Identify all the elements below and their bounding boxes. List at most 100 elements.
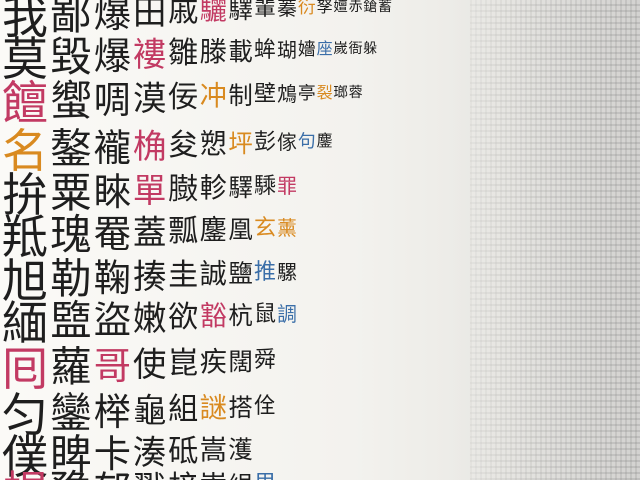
wall-character: 衍 bbox=[297, 0, 316, 19]
wall-character: 彭 bbox=[253, 130, 276, 156]
wall-character: 杭 bbox=[228, 300, 253, 330]
wall-character: 勒 bbox=[50, 254, 92, 303]
wall-character: 瑯 bbox=[333, 84, 348, 101]
wall-character: 闊 bbox=[228, 346, 253, 376]
wall-character: 輩 bbox=[253, 0, 276, 22]
wall-character: 愬 bbox=[199, 129, 227, 161]
wall-character: 緬 bbox=[2, 296, 48, 351]
wall-character: 嵩 bbox=[199, 435, 227, 467]
wall-character: 粟 bbox=[50, 168, 92, 217]
wall-character: 名 bbox=[2, 124, 48, 179]
wall-character: 蘿 bbox=[50, 342, 92, 391]
wall-character: 蛑 bbox=[253, 38, 276, 64]
wall-character: 傢 bbox=[277, 130, 297, 154]
wall-character: 騾 bbox=[277, 260, 297, 284]
wall-character: 雛 bbox=[168, 35, 199, 71]
wall-character: 孥 bbox=[316, 0, 333, 17]
wall-character: 驪 bbox=[199, 0, 227, 27]
wall-character: 漠 bbox=[132, 79, 167, 119]
wall-character: 僕 bbox=[2, 430, 48, 480]
wall-character: 衙 bbox=[348, 40, 363, 57]
wall-character: 鑾 bbox=[50, 388, 92, 437]
wall-character: 臌 bbox=[168, 171, 199, 207]
wall-character: 坪 bbox=[228, 128, 253, 158]
wall-character: 座 bbox=[316, 39, 333, 59]
wall-character: 壁 bbox=[253, 82, 276, 108]
wall-character: 毀 bbox=[50, 32, 92, 81]
wall-character: 句 bbox=[297, 131, 316, 153]
wall-character: 鏊 bbox=[50, 124, 92, 173]
wall-character: 鎗 bbox=[363, 0, 378, 16]
wall-character: 舜 bbox=[253, 348, 276, 374]
wall-character: 褸 bbox=[132, 35, 167, 75]
wall-character: 匀 bbox=[2, 388, 48, 443]
wall-character: 制 bbox=[228, 80, 253, 110]
wall-character: 搭 bbox=[228, 392, 253, 422]
wall-character: 盬 bbox=[50, 296, 92, 345]
wall-character: 罨 bbox=[93, 211, 132, 256]
wall-character: 蓋 bbox=[132, 213, 167, 253]
wall-character: 鄙 bbox=[50, 0, 92, 39]
wall-character: 單 bbox=[132, 171, 167, 211]
wall-character: 瑰 bbox=[50, 210, 92, 259]
wall-character: 蓁 bbox=[277, 0, 297, 20]
wall-character: 組 bbox=[168, 391, 199, 427]
wall-character: 欲 bbox=[168, 299, 199, 335]
wall-character: 睞 bbox=[93, 169, 132, 214]
wall-character: 誠 bbox=[199, 259, 227, 291]
wall-character: 驛 bbox=[228, 172, 253, 202]
wall-character: 冲 bbox=[199, 81, 227, 113]
wall-character: 瑚 bbox=[277, 38, 297, 62]
wall-character: 圭 bbox=[168, 257, 199, 293]
wall-character: 疾 bbox=[199, 347, 227, 379]
wall-character: 卡 bbox=[93, 431, 132, 476]
wall-character: 里 bbox=[254, 474, 276, 480]
wall-character: 鴆 bbox=[277, 82, 297, 106]
wall-character: 蓉 bbox=[348, 84, 363, 101]
wall-character: 玄 bbox=[253, 216, 276, 242]
wall-character: 榉 bbox=[93, 389, 132, 434]
wall-character: 罪 bbox=[277, 174, 297, 198]
wall-character: 滕 bbox=[199, 37, 227, 69]
wall-character: 鼠 bbox=[253, 302, 276, 328]
wall-character: 蓄 bbox=[377, 0, 392, 16]
wall-character: 亭 bbox=[297, 83, 316, 105]
wall-character: 旭 bbox=[2, 254, 48, 309]
wall-character: 爆 bbox=[93, 33, 132, 78]
wall-character: 緝 bbox=[228, 473, 252, 480]
wall-character: 揍 bbox=[132, 257, 167, 297]
wall-character: 鹽 bbox=[228, 258, 253, 288]
wall-character: 我 bbox=[2, 0, 48, 45]
wall-character: 嬙 bbox=[297, 39, 316, 61]
wall-character: 羝 bbox=[2, 210, 48, 265]
wall-character: 佺 bbox=[253, 394, 276, 420]
wall-character: 裂 bbox=[316, 83, 333, 103]
wall-character: 謎 bbox=[199, 393, 227, 425]
wall-character: 龜 bbox=[132, 391, 167, 431]
wall-character: 驛 bbox=[228, 0, 253, 24]
wall-character: 嵩 bbox=[200, 473, 227, 480]
wall-character: 襱 bbox=[93, 125, 132, 170]
dense-distant-characters bbox=[470, 0, 640, 480]
wall-character: 瓢 bbox=[168, 213, 199, 249]
wall-character: 哥 bbox=[93, 343, 132, 388]
wall-character: 嬗 bbox=[333, 0, 348, 15]
wall-character: 啁 bbox=[93, 77, 132, 122]
wall-character: 鞠 bbox=[93, 255, 132, 300]
wall-character: 蠁 bbox=[50, 76, 92, 125]
wall-character: 爆 bbox=[93, 0, 132, 36]
wall-character: 推 bbox=[253, 260, 276, 286]
wall-character: 載 bbox=[228, 36, 253, 66]
wall-character: 薰 bbox=[277, 216, 297, 240]
wall-character: 睥 bbox=[50, 430, 92, 479]
wall-character: 拚 bbox=[2, 168, 48, 223]
wall-character: 濩 bbox=[228, 434, 253, 464]
wall-character: 鏖 bbox=[199, 215, 227, 247]
wall-character: 戮 bbox=[133, 472, 167, 480]
wall-character: 砥 bbox=[168, 433, 199, 469]
wall-character: 崑 bbox=[168, 345, 199, 381]
wall-character: 饘 bbox=[2, 76, 48, 131]
wall-character: 軫 bbox=[199, 173, 227, 205]
wall-character: 蝎 bbox=[2, 470, 48, 480]
